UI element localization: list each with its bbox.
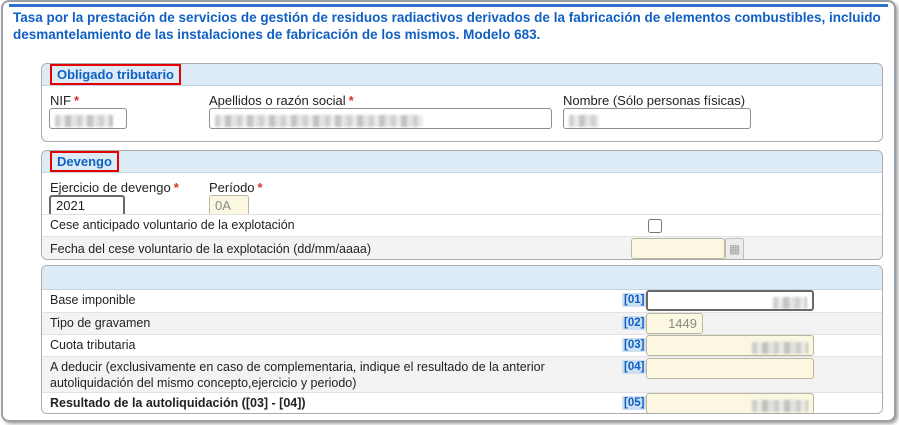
- code-01: [01]: [622, 293, 647, 307]
- section-header-devengo: Devengo: [42, 151, 882, 173]
- section-header-liquidacion: [42, 266, 882, 290]
- section-liquidacion: Base imponible [01] Tipo de gravamen [02…: [41, 265, 883, 414]
- section-devengo: Devengo Ejercicio de devengo * 2021 Perío…: [41, 150, 883, 260]
- cese-rows: Cese anticipado voluntario de la explota…: [42, 214, 882, 259]
- apellidos-label: Apellidos o razón social *: [209, 93, 354, 108]
- code-04: [04]: [622, 360, 647, 374]
- ejercicio-input[interactable]: 2021: [49, 195, 125, 216]
- required-mark: *: [173, 180, 179, 195]
- periodo-label: Período *: [209, 180, 263, 195]
- fecha-cese-row: Fecha del cese voluntario de la explotac…: [42, 236, 882, 259]
- ejercicio-label: Ejercicio de devengo *: [50, 180, 179, 195]
- calendar-button[interactable]: ▦: [725, 238, 744, 259]
- section-label-devengo-highlighted: Devengo: [50, 151, 119, 172]
- row-resultado: Resultado de la autoliquidación ([03] - …: [42, 392, 882, 413]
- a-deducir-input[interactable]: [646, 358, 814, 379]
- row-tipo-gravamen: Tipo de gravamen [02] 1449: [42, 312, 882, 334]
- required-mark: *: [348, 93, 354, 108]
- base-imponible-input[interactable]: [646, 290, 814, 311]
- row-cuota-tributaria: Cuota tributaria [03]: [42, 334, 882, 356]
- apellidos-input[interactable]: [209, 108, 552, 129]
- nombre-label: Nombre (Sólo personas físicas): [563, 93, 746, 108]
- nif-label: NIF *: [50, 93, 80, 108]
- code-05: [05]: [622, 396, 647, 410]
- redacted-resultado-value: [752, 400, 808, 413]
- cese-row: Cese anticipado voluntario de la explota…: [42, 214, 882, 236]
- calendar-icon: ▦: [728, 242, 741, 256]
- top-divider: [9, 4, 888, 7]
- nombre-input[interactable]: [563, 108, 751, 129]
- cuota-tributaria-input[interactable]: [646, 335, 814, 356]
- tipo-gravamen-label: Tipo de gravamen: [50, 316, 151, 330]
- row-a-deducir: A deducir (exclusivamente en caso de com…: [42, 356, 882, 392]
- section-label-obligado-highlighted: Obligado tributario: [50, 64, 181, 85]
- a-deducir-label: A deducir (exclusivamente en caso de com…: [50, 360, 545, 391]
- redacted-nombre-value: [569, 115, 599, 128]
- cuota-tributaria-label: Cuota tributaria: [50, 338, 136, 352]
- fecha-cese-label: Fecha del cese voluntario de la explotac…: [50, 242, 372, 256]
- cese-label: Cese anticipado voluntario de la explota…: [50, 218, 295, 232]
- fecha-cese-input[interactable]: [631, 238, 725, 259]
- section-obligado-tributario: Obligado tributario NIF * Apellidos o raz…: [41, 63, 883, 142]
- nif-input[interactable]: [49, 108, 127, 129]
- devengo-content: Ejercicio de devengo * 2021 Período * 0A C…: [42, 173, 882, 259]
- code-03: [03]: [622, 338, 647, 352]
- redacted-cuota-value: [752, 342, 808, 355]
- resultado-input[interactable]: [646, 393, 814, 413]
- row-base-imponible: Base imponible [01]: [42, 290, 882, 312]
- tipo-gravamen-input[interactable]: 1449: [646, 313, 703, 334]
- redacted-base-imponible-value: [773, 296, 807, 309]
- redacted-nif-value: [55, 115, 113, 128]
- required-mark: *: [257, 180, 263, 195]
- base-imponible-label: Base imponible: [50, 293, 136, 307]
- resultado-label: Resultado de la autoliquidación ([03] - …: [50, 396, 306, 410]
- page-title: Tasa por la prestación de servicios de g…: [13, 10, 881, 42]
- cese-checkbox[interactable]: [648, 219, 662, 233]
- required-mark: *: [73, 93, 80, 108]
- code-02: [02]: [622, 316, 647, 330]
- redacted-apellidos-value: [215, 115, 423, 128]
- section-header-obligado: Obligado tributario: [42, 64, 882, 86]
- obligado-content: NIF * Apellidos o razón social * Nombre (S…: [42, 86, 882, 141]
- periodo-input[interactable]: 0A: [209, 195, 249, 216]
